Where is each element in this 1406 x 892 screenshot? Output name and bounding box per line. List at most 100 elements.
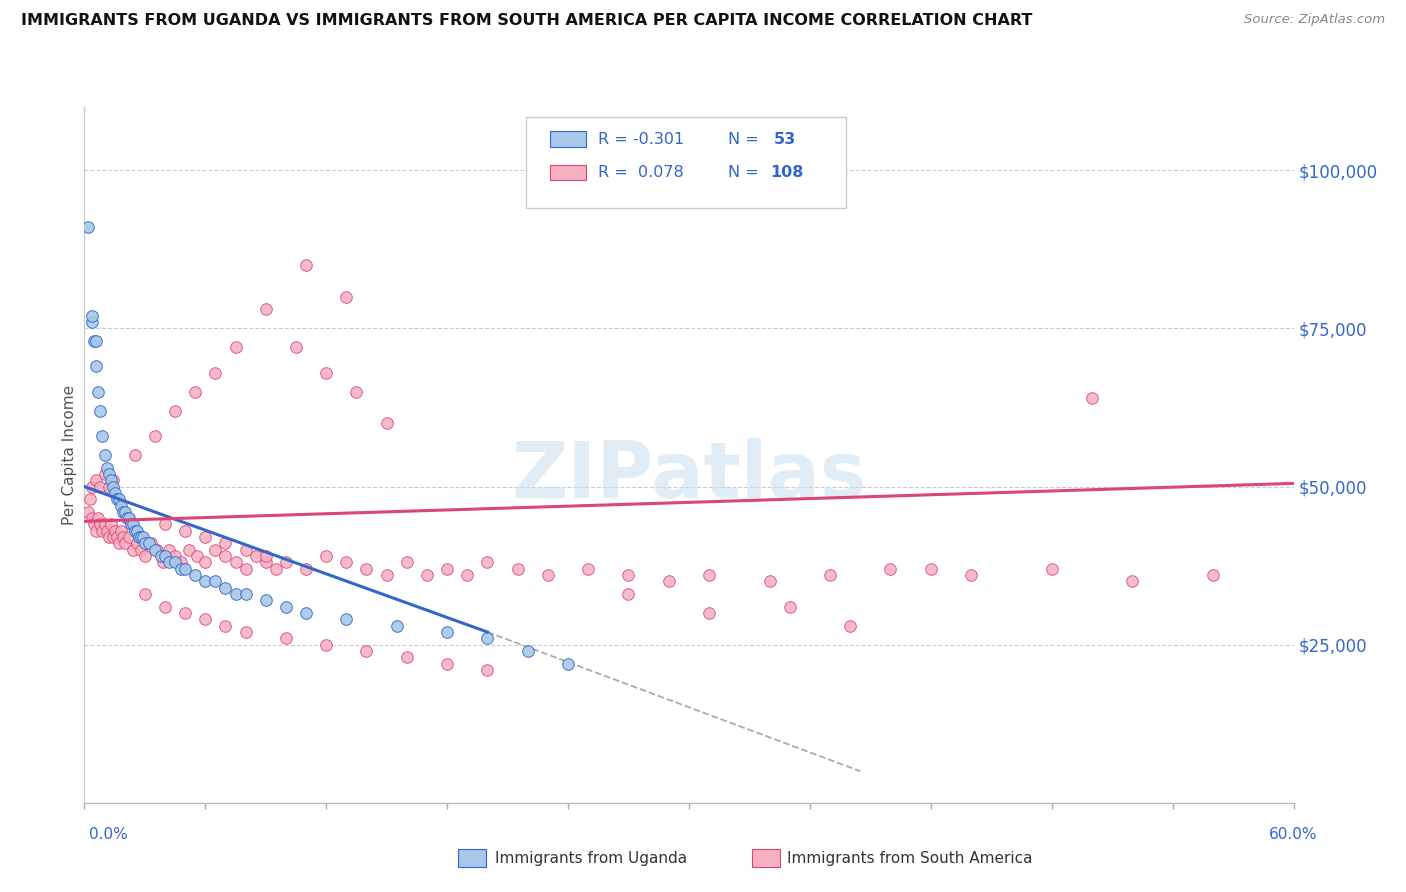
Point <box>214 549 236 563</box>
Point <box>375 568 398 582</box>
Point <box>96 460 118 475</box>
Point <box>346 384 368 399</box>
Point <box>83 334 105 348</box>
Point <box>1202 568 1225 582</box>
Point <box>86 473 108 487</box>
Point <box>138 536 160 550</box>
Point <box>83 517 105 532</box>
Point <box>295 258 318 272</box>
Point <box>184 384 207 399</box>
Point <box>960 568 983 582</box>
Point <box>225 587 247 601</box>
Point <box>235 587 257 601</box>
Point <box>235 625 257 640</box>
Point <box>170 556 193 570</box>
Point <box>295 562 318 576</box>
Point <box>153 517 176 532</box>
Point <box>104 486 127 500</box>
Point <box>235 542 257 557</box>
Point <box>235 562 257 576</box>
Point <box>186 549 208 563</box>
Point <box>214 581 236 595</box>
Text: 60.0%: 60.0% <box>1270 827 1317 841</box>
Point <box>204 366 226 380</box>
Point <box>77 220 100 235</box>
Point <box>506 562 529 576</box>
Bar <box>550 165 586 180</box>
Point <box>204 574 226 589</box>
Point <box>107 536 129 550</box>
Point <box>105 530 128 544</box>
Point <box>82 315 104 329</box>
Point <box>134 536 156 550</box>
Point <box>153 599 176 614</box>
Point <box>416 568 439 582</box>
Point <box>697 568 720 582</box>
Point <box>157 542 180 557</box>
Point <box>385 618 408 632</box>
Point <box>124 524 146 538</box>
Point <box>436 657 458 671</box>
Point <box>86 334 108 348</box>
Point <box>274 599 297 614</box>
Point <box>87 384 110 399</box>
Point <box>174 562 197 576</box>
Text: Source: ZipAtlas.com: Source: ZipAtlas.com <box>1244 13 1385 27</box>
Point <box>91 524 114 538</box>
Point <box>264 562 287 576</box>
Point <box>100 517 122 532</box>
Point <box>254 302 277 317</box>
Point <box>516 644 538 658</box>
Point <box>104 524 127 538</box>
Point <box>194 530 217 544</box>
Point <box>477 632 499 646</box>
Point <box>79 492 101 507</box>
Text: ZIPatlas: ZIPatlas <box>512 438 866 514</box>
Point <box>779 599 801 614</box>
Point <box>111 530 134 544</box>
Point <box>395 650 418 665</box>
Point <box>214 618 236 632</box>
Text: 53: 53 <box>773 131 796 146</box>
Point <box>111 505 134 519</box>
Point <box>537 568 560 582</box>
Point <box>89 479 111 493</box>
Point <box>315 366 337 380</box>
Point <box>153 549 176 563</box>
Point <box>395 556 418 570</box>
Point <box>143 542 166 557</box>
Point <box>174 524 197 538</box>
FancyBboxPatch shape <box>526 118 846 208</box>
Point <box>335 612 357 626</box>
Point <box>254 593 277 607</box>
Point <box>101 479 124 493</box>
Point <box>89 517 111 532</box>
Point <box>118 511 141 525</box>
Point <box>115 511 138 525</box>
Point <box>225 556 247 570</box>
Text: 0.0%: 0.0% <box>89 827 128 841</box>
Point <box>134 549 156 563</box>
Point <box>194 574 217 589</box>
Text: IMMIGRANTS FROM UGANDA VS IMMIGRANTS FROM SOUTH AMERICA PER CAPITA INCOME CORREL: IMMIGRANTS FROM UGANDA VS IMMIGRANTS FRO… <box>21 13 1032 29</box>
Point <box>477 556 499 570</box>
Point <box>105 492 128 507</box>
Point <box>356 562 378 576</box>
Point <box>129 530 152 544</box>
Point <box>1081 391 1104 405</box>
Point <box>214 536 236 550</box>
Point <box>121 517 143 532</box>
Point <box>170 562 193 576</box>
Point <box>920 562 942 576</box>
Point <box>139 536 162 550</box>
Point <box>87 511 110 525</box>
Text: Immigrants from Uganda: Immigrants from Uganda <box>495 851 688 865</box>
Text: R = -0.301: R = -0.301 <box>599 131 685 146</box>
Point <box>97 530 120 544</box>
Point <box>165 549 187 563</box>
Point <box>86 359 108 374</box>
Point <box>356 644 378 658</box>
Point <box>436 562 458 576</box>
Point <box>93 448 115 462</box>
Point <box>245 549 267 563</box>
